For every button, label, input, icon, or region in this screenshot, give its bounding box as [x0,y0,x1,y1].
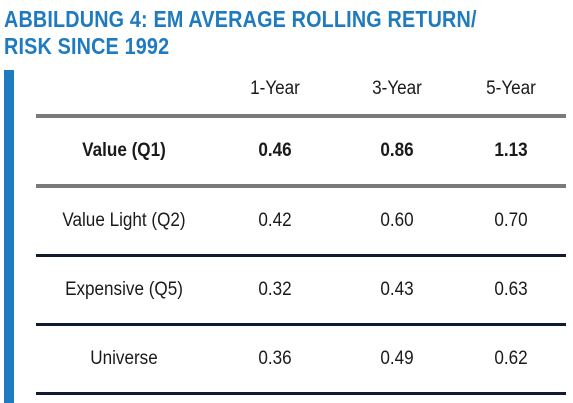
row-rule [36,323,566,326]
table-header-row: 1-Year 3-Year 5-Year [36,64,566,114]
cell-1-year: 0.42 [258,210,292,231]
header-cell-1-year: 1-Year [250,78,300,99]
row-rule [36,254,566,257]
header-rule [36,114,566,118]
table-row-universe: Universe 0.36 0.49 0.62 [36,326,566,392]
data-table: 1-Year 3-Year 5-Year Value (Q1) 0.46 0.8… [36,64,566,395]
header-cell-5-year: 5-Year [486,78,536,99]
cell-5-year: 0.63 [494,279,528,300]
table-row-value-q1: Value (Q1) 0.46 0.86 1.13 [36,118,566,184]
row-label: Universe [90,348,158,369]
row-label: Expensive (Q5) [65,279,183,300]
row-label: Value Light (Q2) [62,210,186,231]
row-label: Value (Q1) [82,140,166,161]
chart-title-line-2: RISK SINCE 1992 [4,33,170,59]
chart-title: ABBILDUNG 4: EM AVERAGE ROLLING RETURN/ … [4,6,491,60]
cell-1-year: 0.32 [258,279,292,300]
row-rule [36,184,566,188]
table-row-expensive-q5: Expensive (Q5) 0.32 0.43 0.63 [36,257,566,323]
row-rule [36,392,566,395]
cell-3-year: 0.86 [380,140,414,161]
header-cell-3-year: 3-Year [372,78,422,99]
table-row-value-light-q2: Value Light (Q2) 0.42 0.60 0.70 [36,188,566,254]
cell-5-year: 0.62 [494,348,528,369]
cell-5-year: 0.70 [494,210,528,231]
cell-3-year: 0.60 [380,210,414,231]
accent-bar [4,70,14,403]
cell-5-year: 1.13 [494,140,528,161]
cell-3-year: 0.43 [380,279,414,300]
cell-1-year: 0.46 [258,140,292,161]
chart-title-line-1: ABBILDUNG 4: EM AVERAGE ROLLING RETURN/ [4,6,477,32]
cell-3-year: 0.49 [380,348,414,369]
cell-1-year: 0.36 [258,348,292,369]
